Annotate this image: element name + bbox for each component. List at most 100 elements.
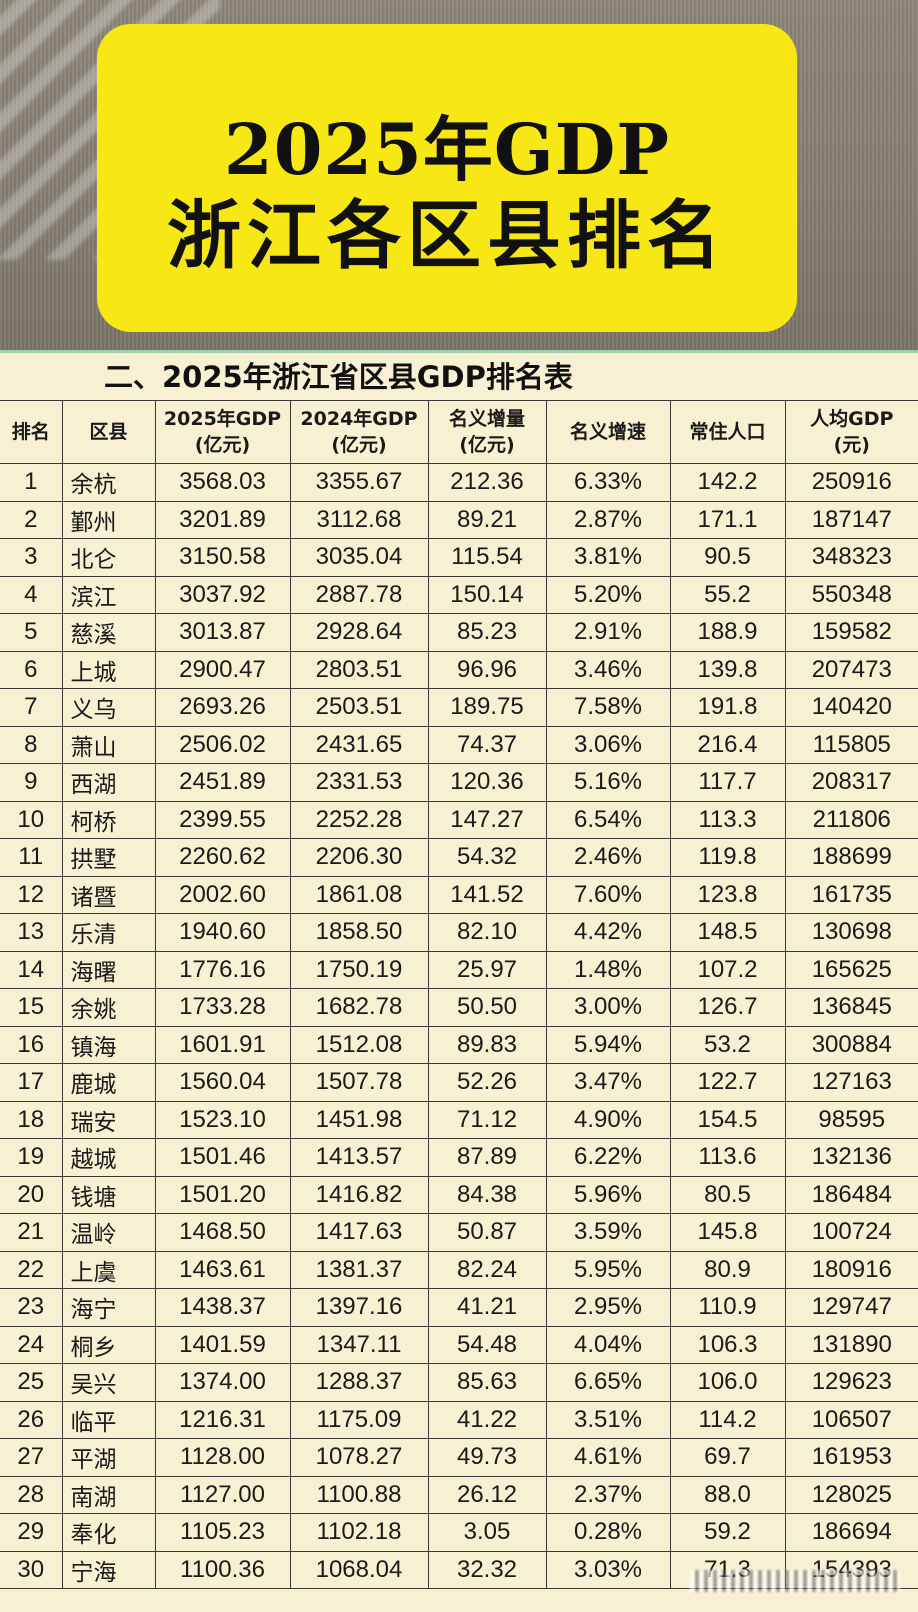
per-capita-cell: 127163	[784, 1063, 918, 1102]
gdp-2025-cell: 1560.04	[154, 1063, 291, 1102]
header-district: 区县	[61, 400, 156, 464]
table-row: 15 余姚 1733.28 1682.78 50.50 3.00% 126.7 136845	[0, 988, 918, 1027]
growth-cell: 0.28%	[545, 1513, 671, 1552]
increase-cell: 49.73	[427, 1438, 547, 1477]
gdp-2025-cell: 2399.55	[154, 800, 291, 839]
district-cell: 平湖	[61, 1438, 156, 1477]
header-label: 名义增速	[569, 421, 646, 443]
per-capita-cell: 161735	[784, 875, 918, 914]
gdp-2025-cell: 1128.00	[154, 1438, 291, 1477]
header-rank: 排名	[0, 400, 63, 464]
gdp-2025-cell: 1523.10	[154, 1100, 291, 1139]
growth-cell: 5.16%	[545, 763, 671, 802]
growth-cell: 3.47%	[545, 1063, 671, 1102]
gdp-2025-cell: 2693.26	[154, 688, 291, 727]
gdp-2025-cell: 1100.36	[154, 1550, 291, 1589]
growth-cell: 3.03%	[545, 1550, 671, 1589]
rank-cell: 18	[0, 1100, 63, 1139]
population-cell: 139.8	[669, 650, 786, 689]
table-row: 28 南湖 1127.00 1100.88 26.12 2.37% 88.0 128025	[0, 1475, 918, 1514]
gdp-2025-cell: 1374.00	[154, 1363, 291, 1402]
header-label: 名义增量	[448, 408, 525, 430]
growth-cell: 6.22%	[545, 1138, 671, 1177]
district-cell: 诸暨	[61, 875, 156, 914]
growth-cell: 5.96%	[545, 1175, 671, 1214]
gdp-2025-cell: 1105.23	[154, 1513, 291, 1552]
header-label: 2025年GDP	[163, 408, 282, 430]
district-cell: 临平	[61, 1400, 156, 1439]
population-cell: 148.5	[669, 913, 786, 952]
gdp-2025-cell: 2260.62	[154, 838, 291, 877]
rank-cell: 25	[0, 1363, 63, 1402]
population-cell: 154.5	[669, 1100, 786, 1139]
table-row: 16 镇海 1601.91 1512.08 89.83 5.94% 53.2 300884	[0, 1025, 918, 1064]
per-capita-cell: 180916	[784, 1250, 918, 1289]
district-cell: 瑞安	[61, 1100, 156, 1139]
gdp-2025-cell: 1733.28	[154, 988, 291, 1027]
gdp-2025-cell: 1501.20	[154, 1175, 291, 1214]
header-population: 常住人口	[669, 400, 786, 464]
district-cell: 宁海	[61, 1550, 156, 1589]
gdp-2025-cell: 1601.91	[154, 1025, 291, 1064]
gdp-2024-cell: 1750.19	[289, 950, 429, 989]
rank-cell: 5	[0, 613, 63, 652]
district-cell: 镇海	[61, 1025, 156, 1064]
rank-cell: 16	[0, 1025, 63, 1064]
gdp-2025-cell: 3037.92	[154, 575, 291, 614]
population-cell: 69.7	[669, 1438, 786, 1477]
increase-cell: 82.10	[427, 913, 547, 952]
population-cell: 119.8	[669, 838, 786, 877]
population-cell: 90.5	[669, 538, 786, 577]
header-label: 排名	[11, 421, 50, 443]
growth-cell: 3.51%	[545, 1400, 671, 1439]
increase-cell: 32.32	[427, 1550, 547, 1589]
growth-cell: 4.42%	[545, 913, 671, 952]
gdp-2024-cell: 1078.27	[289, 1438, 429, 1477]
district-cell: 北仑	[61, 538, 156, 577]
growth-cell: 3.59%	[545, 1213, 671, 1252]
table-row: 2 鄞州 3201.89 3112.68 89.21 2.87% 171.1 187147	[0, 500, 918, 539]
per-capita-cell: 115805	[784, 725, 918, 764]
table-row: 11 拱墅 2260.62 2206.30 54.32 2.46% 119.8 188699	[0, 838, 918, 877]
population-cell: 59.2	[669, 1513, 786, 1552]
gdp-2024-cell: 1347.11	[289, 1325, 429, 1364]
table-header-row: 排名 区县 2025年GDP (亿元) 2024年GDP (亿元) 名义增量 (亿元)…	[0, 400, 918, 464]
per-capita-cell: 129623	[784, 1363, 918, 1402]
rank-cell: 26	[0, 1400, 63, 1439]
increase-cell: 189.75	[427, 688, 547, 727]
population-cell: 55.2	[669, 575, 786, 614]
header-nominal-growth: 名义增速	[545, 400, 671, 464]
table-row: 1 余杭 3568.03 3355.67 212.36 6.33% 142.2 250916	[0, 463, 918, 502]
per-capita-cell: 186694	[784, 1513, 918, 1552]
rank-cell: 21	[0, 1213, 63, 1252]
district-cell: 义乌	[61, 688, 156, 727]
increase-cell: 25.97	[427, 950, 547, 989]
per-capita-cell: 106507	[784, 1400, 918, 1439]
gdp-2024-cell: 1100.88	[289, 1475, 429, 1514]
increase-cell: 41.21	[427, 1288, 547, 1327]
rank-cell: 22	[0, 1250, 63, 1289]
gdp-2024-cell: 2928.64	[289, 613, 429, 652]
table-row: 4 滨江 3037.92 2887.78 150.14 5.20% 55.2 550348	[0, 575, 918, 614]
per-capita-cell: 208317	[784, 763, 918, 802]
header-unit: (亿元)	[459, 434, 515, 456]
population-cell: 123.8	[669, 875, 786, 914]
gdp-2024-cell: 1416.82	[289, 1175, 429, 1214]
gdp-2025-cell: 1401.59	[154, 1325, 291, 1364]
gdp-2024-cell: 1858.50	[289, 913, 429, 952]
per-capita-cell: 186484	[784, 1175, 918, 1214]
population-cell: 122.7	[669, 1063, 786, 1102]
watermark-overlay	[690, 1570, 900, 1592]
table-row: 18 瑞安 1523.10 1451.98 71.12 4.90% 154.5 98595	[0, 1100, 918, 1139]
gdp-2024-cell: 1507.78	[289, 1063, 429, 1102]
table-row: 21 温岭 1468.50 1417.63 50.87 3.59% 145.8 100724	[0, 1213, 918, 1252]
population-cell: 145.8	[669, 1213, 786, 1252]
gdp-2024-cell: 3112.68	[289, 500, 429, 539]
gdp-2024-cell: 1682.78	[289, 988, 429, 1027]
rank-cell: 15	[0, 988, 63, 1027]
gdp-2024-cell: 2803.51	[289, 650, 429, 689]
gdp-2024-cell: 1413.57	[289, 1138, 429, 1177]
rank-cell: 23	[0, 1288, 63, 1327]
per-capita-cell: 100724	[784, 1213, 918, 1252]
table-row: 12 诸暨 2002.60 1861.08 141.52 7.60% 123.8 161735	[0, 875, 918, 914]
